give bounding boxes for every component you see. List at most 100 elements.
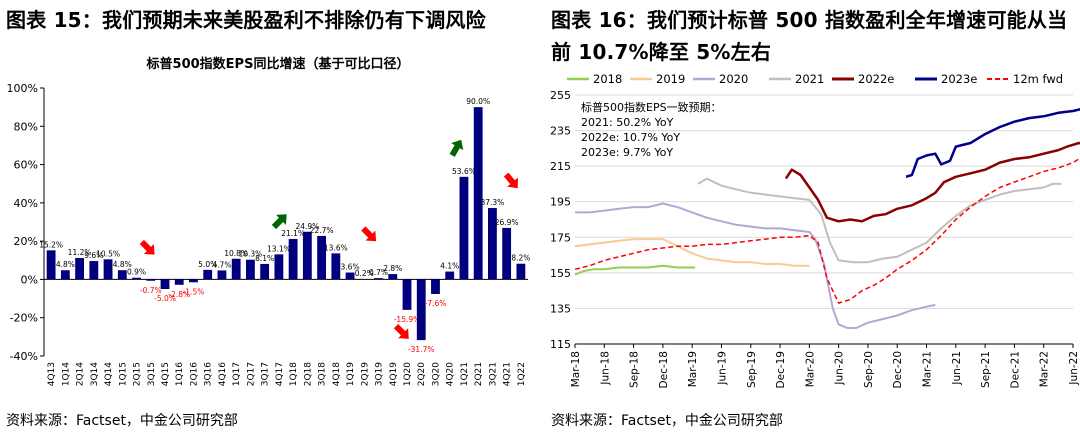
bar-data-label: 4.8% <box>113 260 132 269</box>
trend-arrow <box>271 214 287 230</box>
bar <box>160 279 170 289</box>
x-tick-label: 4Q18 <box>332 362 342 387</box>
right-figure-title: 图表 16：我们预计标普 500 指数盈利全年增速可能从当 前 10.7%降至 … <box>551 4 1067 68</box>
chart-annotation-line: 标普500指数EPS一致预期： <box>581 100 722 114</box>
x-tick-label: 4Q15 <box>161 362 171 386</box>
x-tick-label: Jun-21 <box>951 351 963 386</box>
x-tick-label: Dec-18 <box>658 351 670 388</box>
x-tick-label: 1Q20 <box>403 362 413 387</box>
bar-data-label: 4.7% <box>212 260 231 269</box>
bar-data-label: 53.6% <box>452 167 476 176</box>
y-tick-label: 100% <box>7 82 38 95</box>
bar-data-label: 21.1% <box>281 229 305 238</box>
series-line <box>697 177 1062 264</box>
bar-data-label: -2.8% <box>168 290 190 299</box>
bar <box>60 270 70 280</box>
right-figure-title-line2: 前 10.7%降至 5%左右 <box>551 40 772 64</box>
bar <box>46 250 56 280</box>
trend-arrow <box>361 226 377 242</box>
trend-arrow-shape <box>449 139 464 157</box>
x-tick-label: 4Q20 <box>446 362 456 387</box>
bar <box>75 257 85 280</box>
legend-label: 12m fwd <box>1013 72 1063 86</box>
y-tick-label: 155 <box>550 267 571 280</box>
bar-data-label: 10.3% <box>238 250 262 259</box>
legend-label: 2018 <box>593 72 622 86</box>
bar-data-label: 13.6% <box>324 243 348 252</box>
bar-data-label: -31.7% <box>408 345 435 354</box>
bar <box>189 279 198 283</box>
bar-data-label: -5.0% <box>154 294 176 303</box>
left-figure: 图表 15：我们预期未来美股盈利不排除仍有下调风险 标普500指数EPS同比增速… <box>0 0 535 434</box>
x-tick-label: 1Q15 <box>118 362 128 386</box>
bar <box>473 107 483 280</box>
bar-data-label: -1.5% <box>183 287 205 296</box>
y-tick-label: 40% <box>14 197 38 210</box>
bar <box>203 269 213 280</box>
bar <box>302 231 312 280</box>
bar <box>416 279 426 341</box>
bar <box>374 278 383 280</box>
bar-data-label: 13.1% <box>267 244 291 253</box>
y-tick-label: 235 <box>550 125 571 138</box>
bar <box>132 277 141 280</box>
x-tick-label: 1Q16 <box>175 362 185 387</box>
bar-data-label: -15.9% <box>394 315 421 324</box>
bar-data-label: 3.6% <box>341 263 360 272</box>
bar <box>459 176 469 280</box>
x-tick-label: Mar-21 <box>922 351 934 387</box>
x-tick-label: 3Q20 <box>431 362 441 387</box>
x-tick-label: 4Q21 <box>503 362 513 386</box>
bar <box>288 239 298 280</box>
x-tick-label: Sep-21 <box>980 351 992 388</box>
bar-data-label: 10.8% <box>224 249 248 258</box>
x-tick-label: Dec-19 <box>775 351 787 388</box>
x-tick-label: 1Q17 <box>232 362 242 386</box>
trend-arrow <box>449 139 464 157</box>
legend-label: 2023e <box>941 72 977 86</box>
chart-annotation-line: 2022e: 10.7% YoY <box>581 131 680 144</box>
x-tick-label: Mar-20 <box>804 351 816 387</box>
bar-data-label: 4.1% <box>440 262 459 271</box>
series-line <box>784 141 1080 223</box>
x-tick-label: 4Q19 <box>389 362 399 387</box>
x-tick-label: 1Q18 <box>289 362 299 387</box>
x-tick-label: 4Q16 <box>218 362 228 387</box>
bar <box>260 263 270 280</box>
bar <box>174 279 184 285</box>
y-tick-label: -40% <box>10 350 38 363</box>
bar-data-label: 24.9% <box>295 222 319 231</box>
bar-data-label: 11.2% <box>68 248 92 257</box>
y-tick-label: 175 <box>550 231 571 244</box>
x-tick-label: Mar-19 <box>687 351 699 387</box>
bar <box>388 274 398 280</box>
x-tick-label: 2Q17 <box>246 362 256 386</box>
bar <box>502 227 512 280</box>
trend-arrow <box>503 172 518 189</box>
x-tick-label: 1Q14 <box>61 362 71 387</box>
chart-annotation-line: 2021: 50.2% YoY <box>581 116 674 129</box>
trend-arrow-shape <box>361 226 377 242</box>
bar <box>431 279 440 294</box>
x-tick-label: 4Q14 <box>104 362 114 387</box>
bar-data-label: 8.1% <box>255 254 274 263</box>
y-tick-label: 255 <box>550 89 571 102</box>
x-tick-label: 1Q21 <box>460 362 470 386</box>
x-tick-label: Jun-20 <box>834 351 846 386</box>
x-tick-label: Dec-21 <box>1009 351 1021 388</box>
x-tick-label: Jun-22 <box>1068 351 1080 386</box>
x-tick-label: 2Q18 <box>303 362 313 387</box>
bar-data-label: 4.8% <box>56 260 75 269</box>
series-line <box>574 157 1080 304</box>
series-line <box>575 202 936 329</box>
series-line <box>905 108 1080 178</box>
x-tick-label: 3Q18 <box>318 362 328 387</box>
trend-arrow <box>139 239 155 255</box>
x-tick-label: 1Q19 <box>346 362 356 387</box>
x-tick-label: 3Q16 <box>204 362 214 387</box>
bar <box>217 270 227 280</box>
x-tick-label: 2Q16 <box>189 362 199 387</box>
legend-label: 2020 <box>719 72 748 86</box>
right-figure-title-line1: 图表 16：我们预计标普 500 指数盈利全年增速可能从当 <box>551 8 1068 32</box>
x-tick-label: 3Q21 <box>488 362 498 386</box>
